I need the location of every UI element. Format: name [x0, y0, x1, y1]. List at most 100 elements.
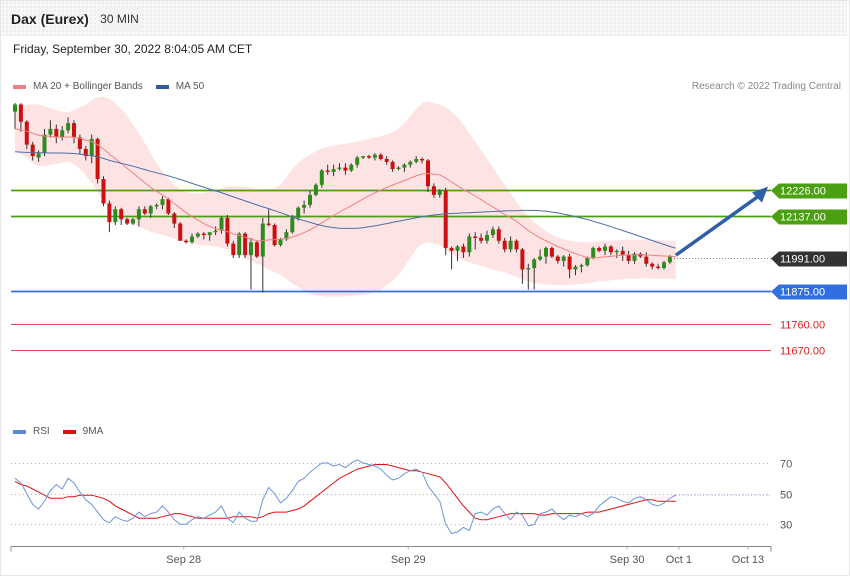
time-axis-label: Sep 28 [166, 554, 201, 566]
candle [585, 258, 590, 266]
candle [390, 161, 395, 170]
candle [591, 247, 596, 258]
candle [650, 263, 655, 267]
projection-arrow [674, 195, 760, 257]
candle [178, 223, 183, 241]
candle [48, 128, 53, 135]
level-label-pivot-3: 11875.00 [780, 287, 825, 299]
candle [207, 232, 212, 236]
candle [272, 225, 277, 246]
candle [313, 184, 318, 195]
candle [502, 240, 507, 250]
candle [331, 169, 336, 172]
candle [408, 161, 413, 165]
candle [154, 204, 159, 207]
candle [656, 266, 661, 269]
candle [231, 243, 236, 256]
candle [603, 246, 607, 251]
candle [60, 130, 65, 138]
time-axis-label: Oct 13 [732, 554, 764, 566]
price-legend: MA 20 + Bollinger Bands MA 50 [13, 81, 204, 92]
level-tag-pivot [771, 284, 847, 300]
candle [361, 156, 366, 158]
support-label-4: 11760.00 [780, 320, 825, 332]
candle [579, 265, 584, 267]
time-axis-label: Oct 1 [666, 554, 692, 566]
candle [184, 240, 189, 243]
candle [266, 223, 271, 225]
candle [455, 246, 460, 251]
candle [249, 242, 253, 256]
candle [378, 154, 383, 159]
candle [278, 239, 283, 246]
level-tag-resistance [771, 183, 847, 199]
candle [13, 104, 17, 112]
candle [443, 190, 448, 248]
candle [561, 256, 566, 261]
candle [467, 236, 472, 253]
interval-button[interactable]: 30 MIN [97, 7, 142, 31]
level-label-resistance-1: 12137.00 [780, 212, 826, 224]
rsi-legend: RSI 9MA [13, 426, 103, 437]
level-tag-resistance [771, 209, 847, 225]
rsi-line [14, 459, 677, 535]
candle [319, 170, 324, 185]
candle [662, 262, 666, 269]
candle [225, 217, 230, 244]
candle [461, 246, 466, 253]
candle [526, 268, 531, 270]
ma50-line [14, 151, 676, 249]
candle [667, 256, 672, 263]
header-bar [1, 1, 847, 36]
candle [626, 255, 631, 261]
candle [107, 203, 112, 223]
candle [201, 233, 206, 236]
candle [77, 137, 82, 149]
candle [213, 230, 218, 233]
candle [384, 159, 389, 162]
candle [508, 240, 513, 250]
candle [42, 134, 47, 154]
time-axis-label: Sep 30 [610, 554, 645, 566]
level-tag-last [771, 251, 847, 267]
candle [644, 256, 649, 264]
candle [131, 219, 135, 224]
level-label-resistance-0: 12226.00 [780, 186, 826, 198]
projection-arrowhead [752, 186, 768, 203]
ma50-swatch [155, 84, 169, 89]
ma9-swatch [62, 429, 76, 434]
candle [125, 219, 130, 224]
candle [190, 236, 194, 243]
candle [54, 128, 59, 138]
candle [296, 207, 301, 218]
candle [449, 247, 454, 251]
candle [396, 167, 401, 170]
candle [30, 144, 35, 157]
candle [614, 250, 619, 253]
datetime-label: Friday, September 30, 2022 8:04:05 AM CE… [13, 42, 253, 56]
candle [113, 209, 118, 223]
candle [420, 159, 425, 161]
candle [237, 233, 242, 256]
rsi-9ma-line [14, 464, 676, 521]
candle [101, 179, 106, 204]
candle [479, 237, 484, 241]
candle [485, 235, 489, 241]
instrument-title: Dax (Eurex) [11, 11, 89, 27]
candle [219, 217, 224, 231]
candle [290, 217, 295, 233]
candle [490, 229, 495, 236]
level-label-last-2: 11991.00 [780, 254, 825, 266]
candle [620, 250, 625, 256]
candle [160, 199, 165, 205]
candle [89, 138, 94, 157]
candle [337, 167, 342, 170]
ma20-line [14, 128, 676, 259]
candle [355, 157, 360, 165]
candle [608, 246, 613, 253]
candle [325, 170, 330, 172]
ma20-legend-label: MA 20 + Bollinger Bands [33, 81, 143, 92]
candle [343, 167, 348, 171]
candle [597, 247, 602, 251]
